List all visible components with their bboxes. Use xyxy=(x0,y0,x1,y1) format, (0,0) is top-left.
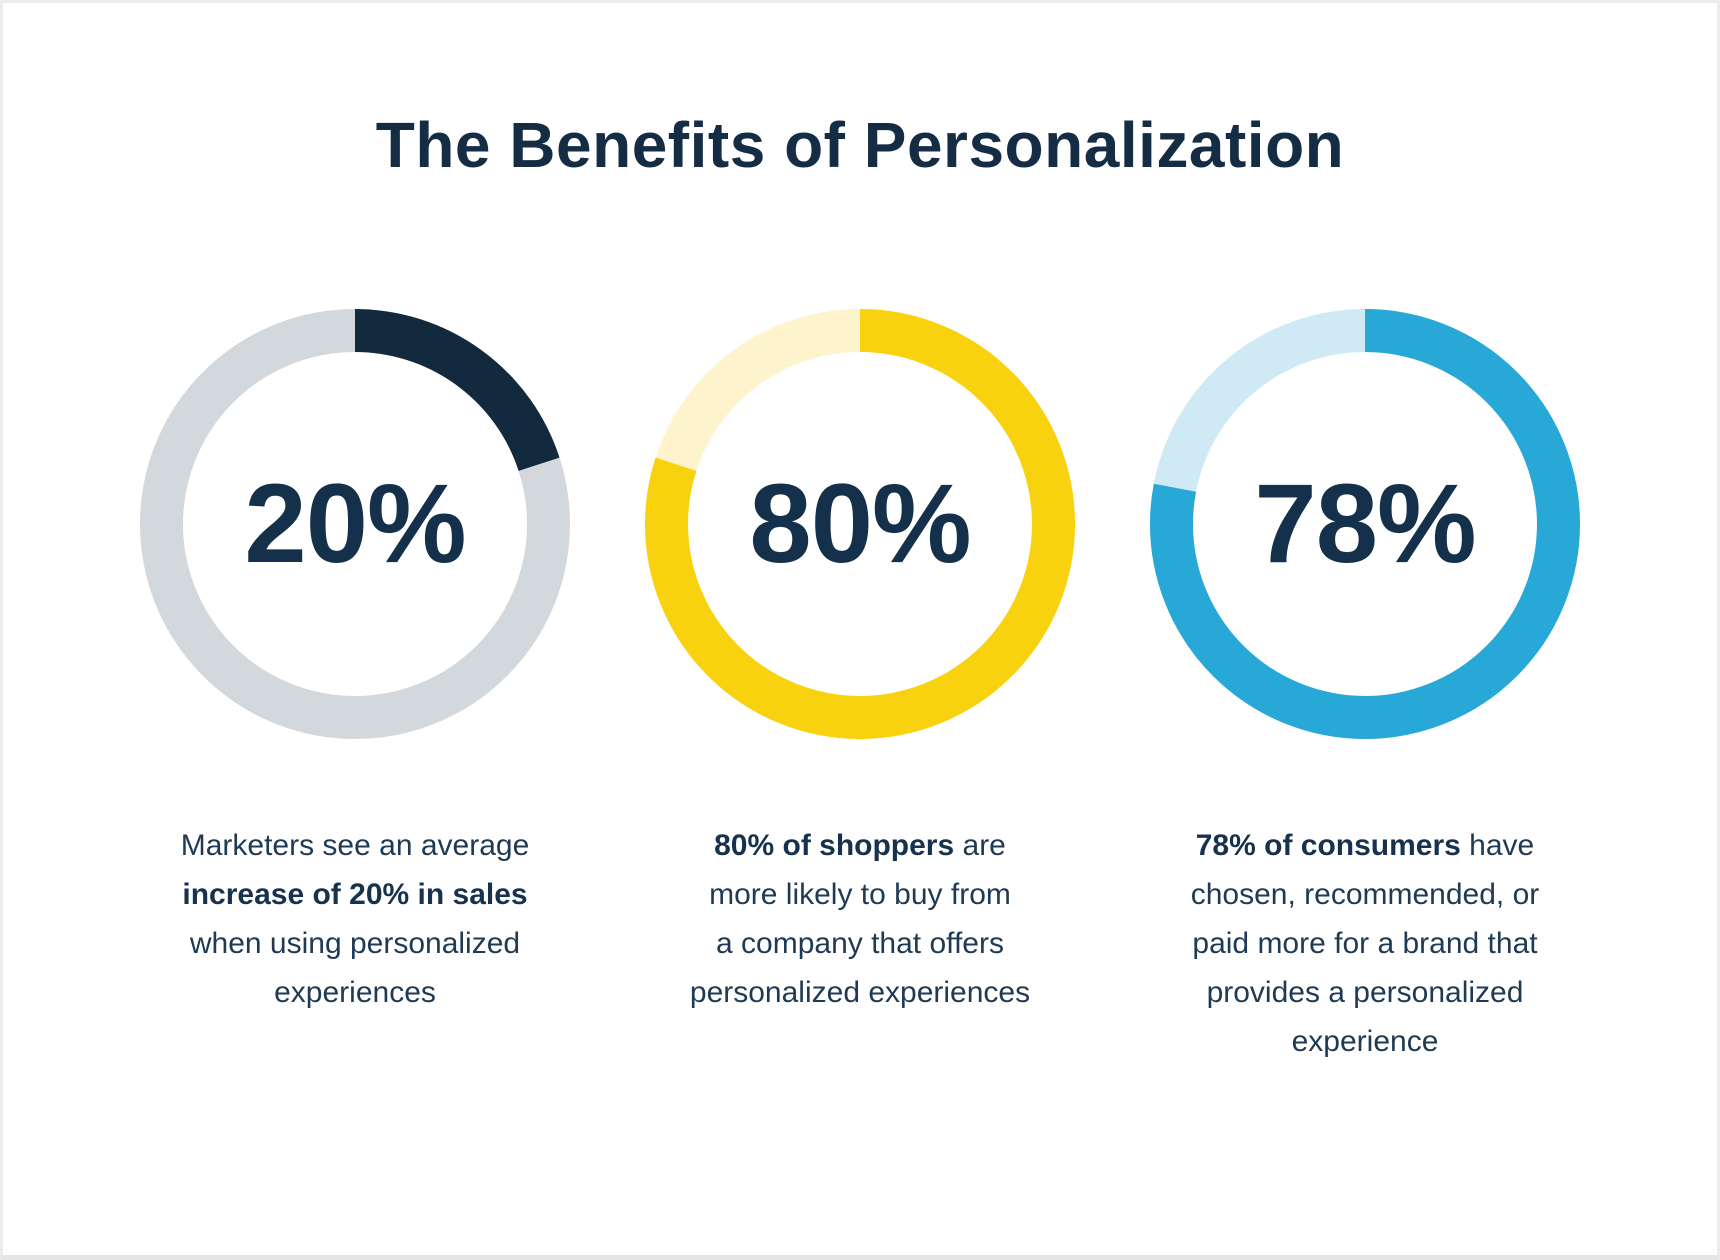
donut-value-arc xyxy=(140,308,570,739)
donut-value-arc xyxy=(645,308,1075,739)
donut-chart-shoppers: 80% xyxy=(645,308,1075,739)
donut-chart-consumers: 78% xyxy=(1150,308,1580,739)
donut-svg xyxy=(645,308,1075,739)
stat-description-text: are more likely to buy from a company th… xyxy=(689,828,1031,1009)
donut-center-value: 78% xyxy=(1254,461,1476,587)
stat-card-shoppers: 80% 80% of shoppers are more likely to b… xyxy=(645,308,1075,1066)
stat-description: Marketers see an average increase of 20%… xyxy=(155,821,555,1017)
stat-description-text: have chosen, recommended, or paid more f… xyxy=(1190,828,1540,1058)
stat-card-sales-increase: 20% Marketers see an average increase of… xyxy=(140,308,570,1066)
page-title: The Benefits of Personalization xyxy=(375,109,1345,181)
donut-center-value: 80% xyxy=(749,461,971,587)
donut-value-arc xyxy=(1150,308,1580,739)
stat-description-text: when using personalized experiences xyxy=(189,926,521,1009)
donut-center-value: 20% xyxy=(244,461,466,587)
stats-row: 20% Marketers see an average increase of… xyxy=(140,308,1580,1066)
stat-description-bold: 78% of consumers xyxy=(1195,828,1461,862)
stat-card-consumers: 78% 78% of consumers have chosen, recomm… xyxy=(1150,308,1580,1066)
donut-svg xyxy=(1150,308,1580,739)
donut-svg xyxy=(140,308,570,739)
stat-description: 80% of shoppers are more likely to buy f… xyxy=(660,821,1060,1017)
stat-description-bold: 80% of shoppers xyxy=(714,828,955,862)
stat-description: 78% of consumers have chosen, recommende… xyxy=(1165,821,1565,1066)
stat-description-bold: increase of 20% in sales xyxy=(182,877,528,911)
stat-description-text: Marketers see an average xyxy=(180,828,530,862)
donut-chart-sales-increase: 20% xyxy=(140,308,570,739)
